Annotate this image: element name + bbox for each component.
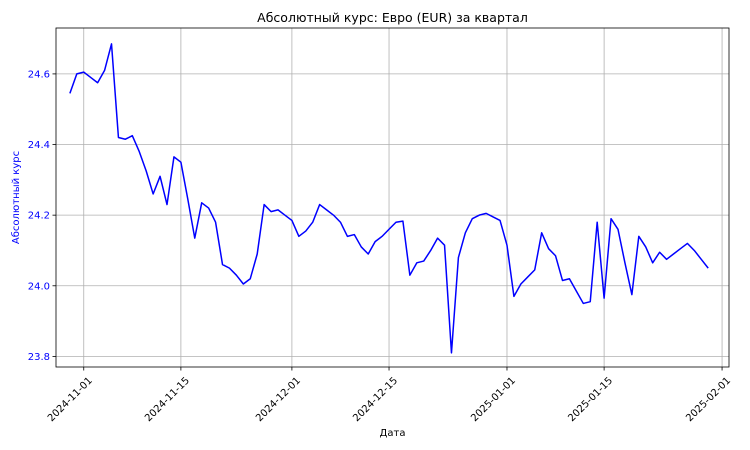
y-tick-label: 24.0 — [28, 281, 50, 292]
y-tick-label: 24.6 — [28, 69, 50, 80]
y-axis: 23.8 24.0 24.2 24.4 24.6 — [28, 69, 56, 363]
series-layer — [69, 43, 709, 354]
x-tick-label: 2025-02-01 — [684, 375, 733, 424]
y-tick-label: 24.2 — [28, 211, 50, 222]
x-tick-label: 2024-11-01 — [46, 375, 95, 424]
x-axis: 2024-11-01 2024-11-15 2024-12-01 2024-12-15… — [46, 367, 733, 424]
y-tick-label: 23.8 — [28, 352, 50, 363]
series-line — [69, 43, 709, 354]
grid — [56, 28, 729, 367]
x-tick-label: 2024-12-15 — [351, 375, 400, 424]
x-tick-label: 2025-01-01 — [469, 375, 518, 424]
x-axis-label: Дата — [380, 428, 406, 439]
chart-title: Абсолютный курс: Евро (EUR) за квартал — [257, 10, 528, 25]
y-tick-label: 24.4 — [28, 140, 50, 151]
x-tick-label: 2024-11-15 — [143, 375, 192, 424]
x-tick-label: 2024-12-01 — [254, 375, 303, 424]
y-axis-label: Абсолютный курс — [11, 151, 22, 244]
plot-frame — [55, 27, 730, 368]
x-tick-label: 2025-01-15 — [566, 375, 615, 424]
